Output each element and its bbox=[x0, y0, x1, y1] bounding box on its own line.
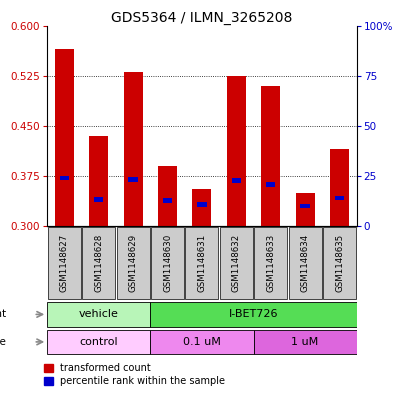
Legend: transformed count, percentile rank within the sample: transformed count, percentile rank withi… bbox=[44, 363, 225, 386]
Text: I-BET726: I-BET726 bbox=[228, 309, 278, 320]
Text: GSM1148634: GSM1148634 bbox=[300, 234, 309, 292]
Bar bbox=[254, 228, 287, 299]
Text: 1 uM: 1 uM bbox=[291, 337, 318, 347]
Text: vehicle: vehicle bbox=[79, 309, 118, 320]
Bar bbox=[116, 228, 149, 299]
Text: GSM1148632: GSM1148632 bbox=[231, 234, 240, 292]
Text: GSM1148629: GSM1148629 bbox=[128, 234, 137, 292]
Bar bbox=[288, 228, 321, 299]
Bar bbox=[150, 302, 356, 327]
Bar bbox=[334, 196, 344, 200]
Text: GSM1148633: GSM1148633 bbox=[265, 234, 274, 292]
Bar bbox=[47, 302, 150, 327]
Bar bbox=[82, 228, 115, 299]
Bar bbox=[185, 228, 218, 299]
Bar bbox=[253, 329, 356, 354]
Bar bbox=[89, 136, 108, 226]
Bar bbox=[55, 49, 74, 226]
Text: GSM1148630: GSM1148630 bbox=[163, 234, 172, 292]
Bar bbox=[295, 193, 314, 226]
Bar bbox=[48, 228, 81, 299]
Bar bbox=[151, 228, 184, 299]
Bar bbox=[300, 204, 309, 208]
Bar bbox=[329, 149, 348, 226]
Bar bbox=[150, 329, 253, 354]
Text: GSM1148628: GSM1148628 bbox=[94, 234, 103, 292]
Bar bbox=[226, 75, 245, 226]
Text: control: control bbox=[79, 337, 118, 347]
Bar bbox=[128, 177, 137, 182]
Bar bbox=[124, 72, 142, 226]
Bar bbox=[322, 228, 355, 299]
Bar bbox=[231, 178, 240, 183]
Bar bbox=[47, 329, 150, 354]
Text: dose: dose bbox=[0, 337, 6, 347]
Bar bbox=[59, 176, 69, 180]
Text: 0.1 uM: 0.1 uM bbox=[182, 337, 220, 347]
Text: agent: agent bbox=[0, 309, 6, 320]
Title: GDS5364 / ILMN_3265208: GDS5364 / ILMN_3265208 bbox=[111, 11, 292, 24]
Bar bbox=[94, 197, 103, 202]
Bar bbox=[265, 182, 275, 187]
Bar bbox=[261, 86, 279, 226]
Bar bbox=[158, 166, 177, 226]
Text: GSM1148627: GSM1148627 bbox=[60, 234, 69, 292]
Bar bbox=[162, 198, 172, 203]
Bar bbox=[219, 228, 252, 299]
Bar bbox=[197, 202, 206, 207]
Text: GSM1148635: GSM1148635 bbox=[334, 234, 343, 292]
Text: GSM1148631: GSM1148631 bbox=[197, 234, 206, 292]
Bar bbox=[192, 189, 211, 226]
